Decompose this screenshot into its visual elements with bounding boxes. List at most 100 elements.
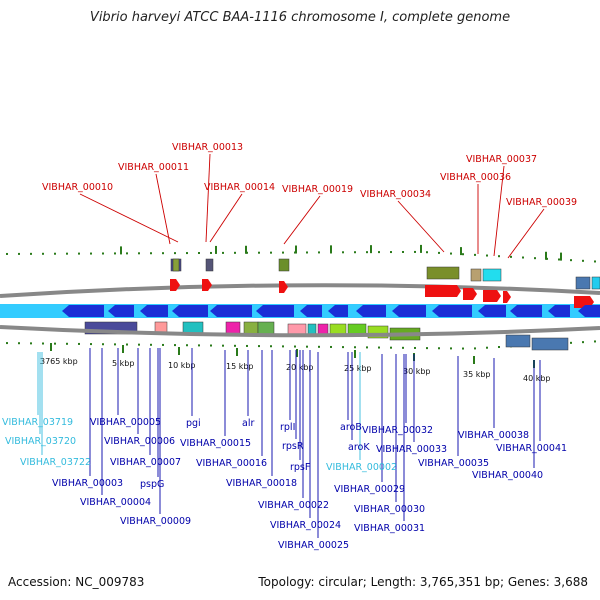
lower-dot xyxy=(318,345,320,348)
gene-arrows xyxy=(62,279,600,317)
upper-dot xyxy=(126,252,128,255)
lower-dot xyxy=(402,346,404,349)
lower-dot xyxy=(330,345,332,348)
upper-feature-block xyxy=(172,258,180,272)
lower-dot xyxy=(174,344,176,347)
red-gene-arrow xyxy=(425,285,461,297)
scale-tick-label: 40 kbp xyxy=(523,374,551,383)
upper-leader-line xyxy=(283,195,321,245)
lower-dot xyxy=(78,342,80,345)
upper-gene-label: VIBHAR_00034 xyxy=(360,189,431,200)
lower-dot xyxy=(594,340,596,343)
lower-feature-block xyxy=(225,321,241,335)
upper-feature-block xyxy=(205,258,214,272)
upper-tick xyxy=(330,245,332,254)
upper-dot xyxy=(222,251,224,254)
upper-dot xyxy=(174,252,176,255)
lower-gene-label: VIBHAR_00040 xyxy=(472,470,543,481)
lower-gene-label: VIBHAR_00016 xyxy=(196,458,267,469)
upper-feature-block xyxy=(426,266,460,280)
upper-dot xyxy=(510,255,512,258)
lower-dot xyxy=(90,343,92,346)
accession-text: Accession: NC_009783 xyxy=(8,575,145,589)
lower-gene-label: rplI xyxy=(280,422,295,433)
upper-dot xyxy=(6,252,8,255)
upper-dot xyxy=(66,252,68,255)
blue-gene-arrow xyxy=(328,305,348,317)
lower-gene-label: VIBHAR_00009 xyxy=(120,516,191,527)
lower-dot xyxy=(282,345,284,348)
upper-leader-line xyxy=(205,153,211,243)
lower-dot xyxy=(378,346,380,349)
upper-dot xyxy=(354,251,356,254)
lower-gene-label: VIBHAR_00029 xyxy=(334,484,405,495)
upper-dot xyxy=(462,253,464,256)
upper-dot xyxy=(198,252,200,255)
lower-feature-block xyxy=(505,334,531,348)
genome-summary-text: Topology: circular; Length: 3,765,351 bp… xyxy=(258,575,588,589)
upper-dot xyxy=(582,259,584,262)
upper-dot xyxy=(486,254,488,257)
upper-dot xyxy=(102,252,104,255)
lower-dot xyxy=(54,342,56,345)
lower-dot xyxy=(6,342,8,345)
lower-dot xyxy=(450,347,452,350)
scale-tick-label: 15 kbp xyxy=(226,362,254,371)
upper-dot xyxy=(138,252,140,255)
upper-gene-label: VIBHAR_00039 xyxy=(506,197,577,208)
blue-gene-arrow xyxy=(256,305,294,317)
upper-tick xyxy=(245,245,247,254)
upper-dot xyxy=(306,251,308,254)
upper-gene-label: VIBHAR_00037 xyxy=(466,154,537,165)
upper-gene-label: VIBHAR_00014 xyxy=(204,182,275,193)
lower-dot xyxy=(234,344,236,347)
upper-leader-line xyxy=(209,193,243,243)
lower-gene-label: VIBHAR_00004 xyxy=(80,497,151,508)
scale-ticks: 3765 kbp 5 kbp 10 kbp 15 kbp 20 kbp 25 kbp 30 … xyxy=(40,244,562,383)
lower-dot xyxy=(18,342,20,345)
upper-gene-label: VIBHAR_00019 xyxy=(282,184,353,195)
upper-tick xyxy=(545,251,547,260)
upper-gene-label: VIBHAR_00013 xyxy=(172,142,243,153)
upper-dot xyxy=(426,251,428,254)
map-title: Vibrio harveyi ATCC BAA-1116 chromosome … xyxy=(89,10,511,25)
upper-dot xyxy=(258,251,260,254)
lower-gene-label: alr xyxy=(242,418,254,429)
lower-gene-label: VIBHAR_00024 xyxy=(270,520,341,531)
lower-dot xyxy=(414,346,416,349)
upper-dot xyxy=(18,252,20,255)
lower-dot xyxy=(210,344,212,347)
backbone-outer-line xyxy=(0,283,600,298)
lower-gene-label: VIBHAR_00033 xyxy=(376,444,447,455)
lower-gene-label: aroK xyxy=(348,442,370,453)
lower-feature-block xyxy=(243,321,259,335)
lower-dot xyxy=(162,343,164,346)
scale-tick-mark xyxy=(50,343,52,351)
lower-gene-label: pspG xyxy=(140,479,164,490)
lower-gene-label: VIBHAR_00031 xyxy=(354,523,425,534)
blue-gene-arrow xyxy=(172,305,208,317)
upper-tick xyxy=(560,252,562,261)
lower-dot xyxy=(342,346,344,349)
upper-gene-label: VIBHAR_00010 xyxy=(42,182,113,193)
upper-dot xyxy=(558,258,560,261)
lower-gene-label: VIBHAR_03719 xyxy=(2,417,73,428)
blue-gene-arrow xyxy=(432,305,472,317)
upper-feature-block xyxy=(470,268,482,282)
lower-gene-label: VIBHAR_00025 xyxy=(278,540,349,551)
scale-tick-mark xyxy=(178,347,180,355)
upper-tick xyxy=(370,245,372,254)
red-gene-arrow xyxy=(170,279,180,291)
lower-gene-label: VIBHAR_03720 xyxy=(5,436,76,447)
lower-dot xyxy=(486,346,488,349)
upper-leader-line xyxy=(493,165,505,257)
scale-tick-mark xyxy=(296,349,298,357)
blue-gene-arrow xyxy=(140,305,168,317)
leader-lines xyxy=(37,153,545,538)
upper-dot xyxy=(378,251,380,254)
upper-tick xyxy=(295,245,297,254)
red-gene-arrow xyxy=(483,290,501,302)
red-gene-arrow xyxy=(279,281,288,293)
lower-gene-label: pgi xyxy=(186,418,201,429)
scale-tick-label: 35 kbp xyxy=(463,370,491,379)
